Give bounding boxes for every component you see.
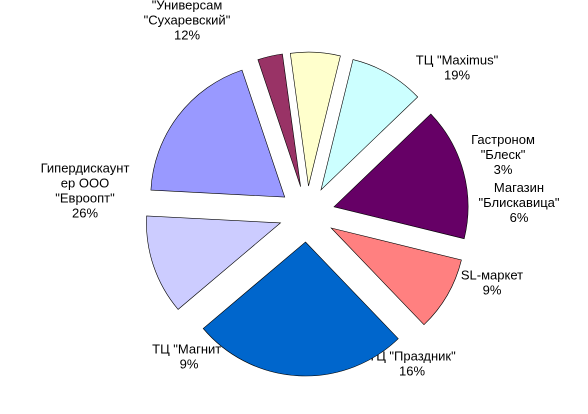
pie-slice (289, 51, 341, 187)
slice-name: "Универсам (152, 0, 223, 13)
slice-percent: 19% (444, 68, 470, 83)
pie-slice (320, 59, 419, 191)
slice-label: Гастроном "Блеск" 3% (471, 132, 535, 177)
slice-name: "Блеск" (481, 147, 526, 162)
slice-label: SL-маркет 9% (461, 268, 523, 298)
slice-percent: 9% (483, 283, 502, 298)
slice-name: "Блискавица" (478, 195, 559, 210)
slice-name: ТЦ "Maximus" (416, 53, 499, 68)
slice-percent: 9% (180, 357, 199, 372)
slice-name: "Сухаревский" (144, 13, 231, 28)
slice-name: ер ООО (61, 176, 109, 191)
pie-slice (333, 113, 469, 240)
slice-percent: 3% (494, 162, 513, 177)
slice-percent: 16% (399, 364, 425, 379)
slice-label: Гипердискаунт ер ООО "Евроопт" 26% (41, 161, 130, 221)
slice-percent: 26% (72, 206, 98, 221)
slice-name: ТЦ "Магнит" (152, 342, 226, 357)
pie-slice (202, 241, 399, 377)
slice-name: "Евроопт" (55, 191, 115, 206)
slice-label: ТЦ "Maximus" 19% (416, 53, 499, 83)
slice-name: SL-маркет (461, 268, 523, 283)
pie-slice (146, 215, 282, 310)
slice-label: УП"Универсам"Сухаревский"12% (144, 0, 231, 43)
slice-label: Магазин "Блискавица" 6% (478, 180, 559, 225)
slice-name: Магазин (494, 180, 544, 195)
slice-percent: 12% (174, 28, 200, 43)
pie-slice (257, 53, 301, 187)
pie-slice (330, 227, 462, 326)
slice-percent: 6% (510, 210, 529, 225)
pie-slice (150, 69, 286, 198)
slice-name: Гипердискаунт (41, 161, 130, 176)
slice-label: ТЦ "Магнит" 9% (152, 342, 226, 372)
slice-name: ТЦ "Праздник" (368, 349, 456, 364)
slice-name: Гастроном (471, 132, 535, 147)
slice-label: ТЦ "Праздник" 16% (368, 349, 456, 379)
